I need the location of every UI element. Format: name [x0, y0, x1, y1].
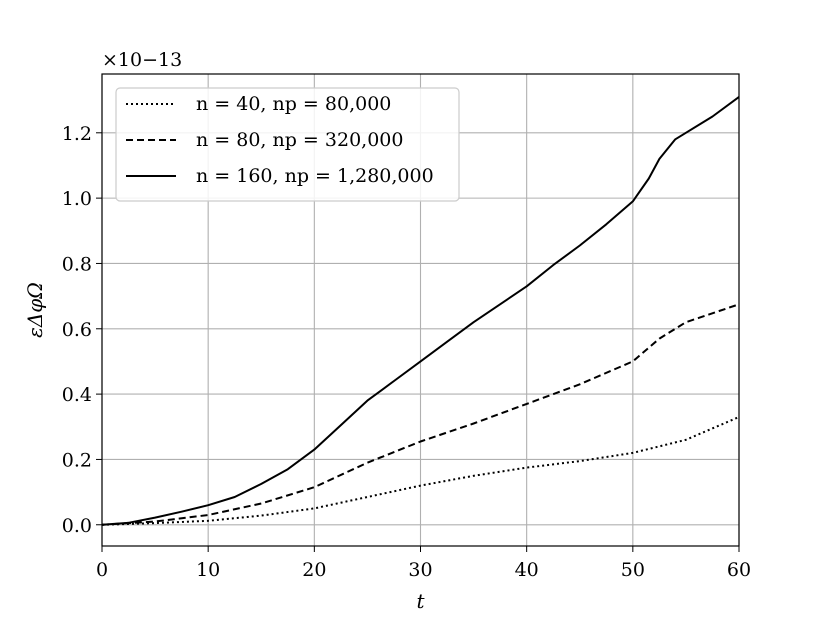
y-axis-multiplier: ×10−13	[102, 49, 182, 71]
x-axis-label: t	[416, 589, 425, 613]
series-line-dotted	[101, 416, 740, 526]
x-tick-label: 30	[408, 559, 432, 581]
y-tick-label: 0.0	[62, 515, 92, 537]
x-tick-label: 40	[515, 559, 539, 581]
legend-entry-label: n = 40, np = 80,000	[196, 93, 391, 115]
y-tick-label: 1.0	[62, 188, 92, 210]
y-tick-label: 0.8	[62, 253, 92, 275]
y-axis-label: εΔφΩ	[23, 282, 47, 338]
series-line-dashed	[101, 303, 740, 526]
y-tick-label: 0.2	[62, 449, 92, 471]
series-line-solid	[101, 96, 740, 526]
legend-box	[115, 87, 460, 202]
legend: n = 40, np = 80,000 n = 80, np = 320,000 n…	[115, 87, 460, 202]
tick-group: 0 10 20 30 40 50 60 0.0 0.2 0.4 0.6 0.8 1.0 1.2	[62, 123, 751, 581]
legend-entry-label: n = 80, np = 320,000	[196, 129, 403, 151]
y-tick-label: 0.4	[62, 384, 92, 406]
x-tick-label: 60	[727, 559, 751, 581]
x-tick-label: 50	[621, 559, 645, 581]
y-tick-label: 0.6	[62, 319, 92, 341]
series-group	[101, 96, 740, 526]
x-tick-label: 0	[96, 559, 108, 581]
x-tick-label: 10	[196, 559, 220, 581]
legend-entry-label: n = 160, np = 1,280,000	[196, 165, 434, 187]
y-tick-label: 1.2	[62, 123, 92, 145]
x-tick-label: 20	[302, 559, 326, 581]
